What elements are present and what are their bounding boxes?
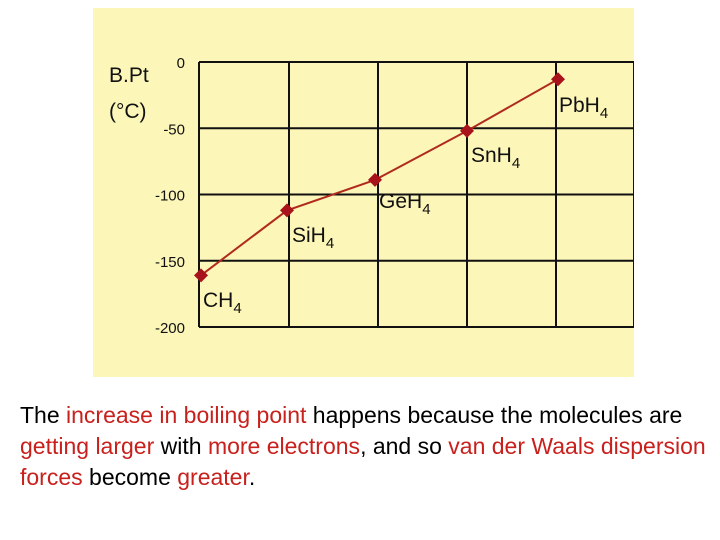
data-point-marker xyxy=(194,268,208,283)
chart-panel: 0 -50 -100 -150 -200 B.Pt (°C) CH4 SiH4 GeH4 Sn… xyxy=(93,8,634,377)
caption-segment: . xyxy=(248,464,256,490)
caption-segment: become xyxy=(82,464,178,490)
caption-highlight: increase in boiling point xyxy=(66,402,307,428)
caption-highlight: greater xyxy=(177,464,249,490)
caption-segment: with xyxy=(154,433,208,459)
y-tick-label: -150 xyxy=(155,254,185,271)
point-label: GeH4 xyxy=(379,190,431,218)
boiling-point-chart: 0 -50 -100 -150 -200 B.Pt (°C) CH4 SiH4 GeH4 Sn… xyxy=(93,8,634,377)
grid-lines xyxy=(198,61,634,328)
point-label: PbH4 xyxy=(559,94,608,122)
data-point-marker xyxy=(368,172,382,187)
data-point-marker xyxy=(551,72,565,87)
caption-segment: happens because the molecules are xyxy=(306,402,683,428)
chart-background xyxy=(93,8,634,377)
caption-highlight: van der Waals dispersion forces xyxy=(20,433,706,490)
data-point-marker xyxy=(460,123,474,138)
caption-highlight: more electrons xyxy=(207,433,361,459)
y-axis-title-line2: (°C) xyxy=(109,100,147,123)
data-points xyxy=(194,72,565,283)
point-label: SnH4 xyxy=(471,144,520,172)
y-tick-label: -50 xyxy=(163,121,185,138)
point-labels: CH4 SiH4 GeH4 SnH4 PbH4 xyxy=(203,94,608,317)
caption-segment: The xyxy=(20,402,67,428)
caption-text: The increase in boiling point happens be… xyxy=(20,400,710,493)
y-tick-labels: 0 -50 -100 -150 -200 xyxy=(155,55,185,337)
point-label: SiH4 xyxy=(292,224,334,252)
y-tick-label: -100 xyxy=(155,188,185,205)
y-tick-label: 0 xyxy=(177,55,185,72)
caption-highlight: getting larger xyxy=(20,433,155,459)
caption-segment: , and so xyxy=(360,433,449,459)
y-axis-title-line1: B.Pt xyxy=(109,64,149,87)
data-point-marker xyxy=(280,203,294,218)
y-tick-label: -200 xyxy=(155,320,185,337)
point-label: CH4 xyxy=(203,289,242,317)
